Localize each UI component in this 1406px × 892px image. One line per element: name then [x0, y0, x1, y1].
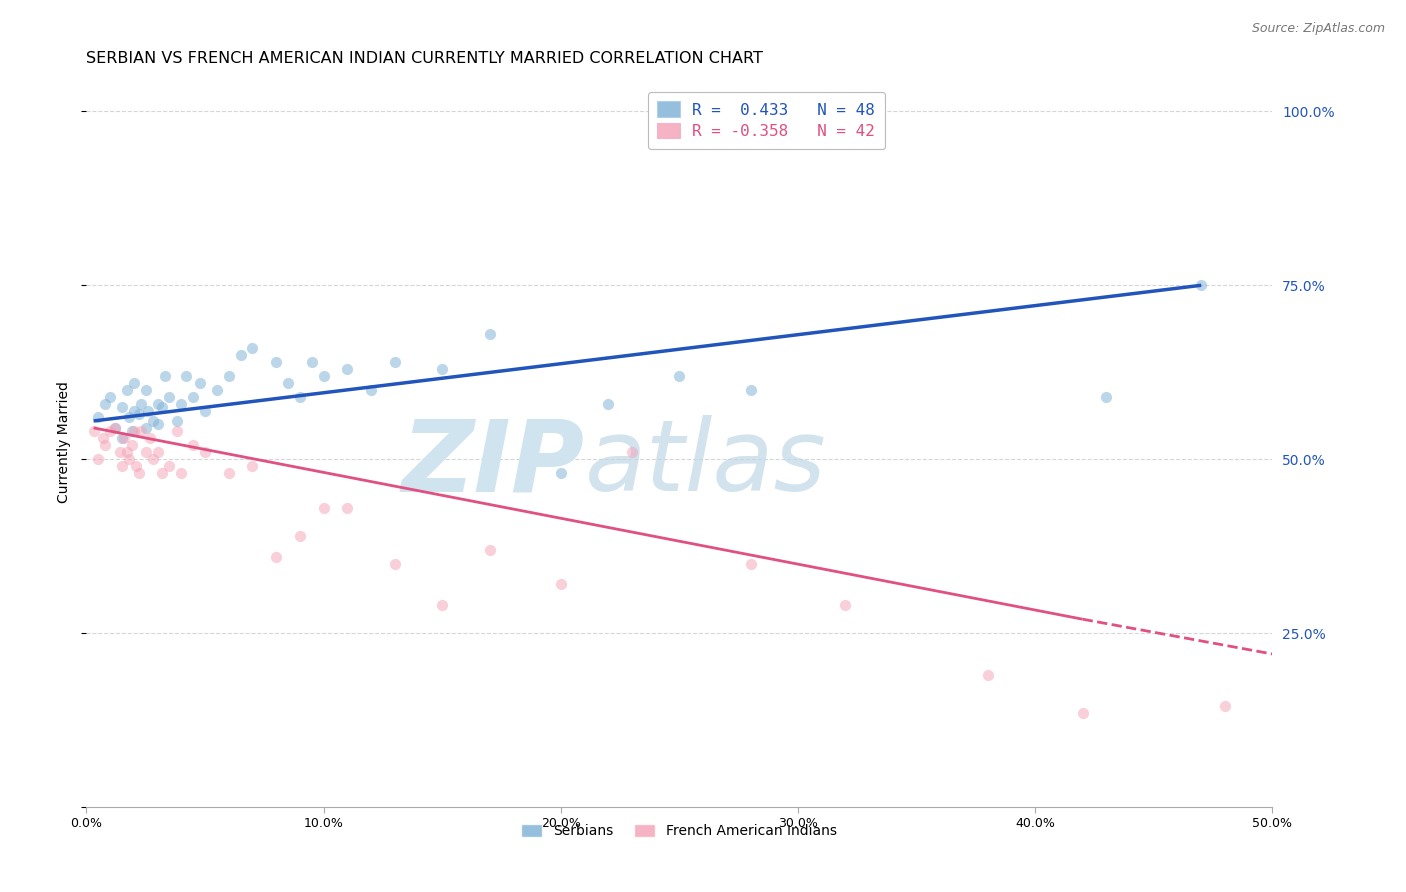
Point: [98, 390, 121, 404]
Point: [977, 668, 1000, 682]
Point: [135, 445, 157, 459]
Point: [740, 557, 762, 571]
Point: [170, 396, 193, 410]
Point: [166, 414, 188, 428]
Point: [83, 425, 105, 439]
Point: [111, 400, 134, 414]
Point: [150, 400, 173, 414]
Point: [94, 438, 117, 452]
Point: [128, 466, 150, 480]
Point: [188, 376, 211, 390]
Point: [118, 452, 141, 467]
Point: [153, 368, 176, 383]
Point: [170, 466, 193, 480]
Point: [87, 410, 110, 425]
Point: [128, 407, 150, 421]
Point: [550, 577, 572, 591]
Point: [194, 403, 217, 417]
Point: [115, 445, 138, 459]
Point: [136, 403, 159, 417]
Point: [121, 425, 143, 439]
Point: [135, 421, 157, 435]
Point: [122, 425, 145, 439]
Point: [94, 396, 117, 410]
Point: [384, 355, 406, 369]
Point: [205, 383, 228, 397]
Point: [288, 529, 311, 543]
Point: [598, 396, 620, 410]
Point: [478, 326, 501, 341]
Point: [218, 466, 240, 480]
Point: [1071, 706, 1094, 720]
Point: [301, 355, 323, 369]
Point: [98, 425, 121, 439]
Point: [181, 438, 204, 452]
Point: [111, 459, 134, 474]
Point: [125, 459, 148, 474]
Point: [104, 421, 127, 435]
Point: [740, 383, 762, 397]
Point: [108, 445, 131, 459]
Point: [122, 376, 145, 390]
Point: [118, 410, 141, 425]
Point: [104, 421, 127, 435]
Point: [550, 466, 572, 480]
Text: ZIP: ZIP: [402, 416, 585, 512]
Point: [122, 403, 145, 417]
Point: [478, 542, 501, 557]
Point: [150, 466, 173, 480]
Point: [166, 425, 188, 439]
Point: [360, 383, 382, 397]
Point: [312, 500, 335, 515]
Point: [146, 417, 169, 432]
Point: [264, 355, 287, 369]
Point: [129, 396, 152, 410]
Point: [621, 445, 644, 459]
Point: [264, 549, 287, 564]
Point: [336, 361, 359, 376]
Point: [159, 390, 181, 404]
Point: [181, 390, 204, 404]
Point: [242, 459, 264, 474]
Point: [432, 599, 454, 613]
Point: [142, 414, 165, 428]
Point: [146, 445, 169, 459]
Legend: Serbians, French American Indians: Serbians, French American Indians: [516, 819, 844, 844]
Point: [111, 431, 134, 445]
Point: [288, 390, 311, 404]
Point: [112, 431, 135, 445]
Point: [277, 376, 299, 390]
Point: [142, 452, 165, 467]
Point: [135, 383, 157, 397]
Point: [229, 348, 252, 362]
Point: [834, 599, 856, 613]
Point: [115, 383, 138, 397]
Text: Source: ZipAtlas.com: Source: ZipAtlas.com: [1251, 22, 1385, 36]
Point: [1095, 390, 1118, 404]
Point: [159, 459, 181, 474]
Text: atlas: atlas: [585, 416, 827, 512]
Point: [129, 425, 152, 439]
Point: [91, 431, 114, 445]
Point: [174, 368, 197, 383]
Point: [668, 368, 690, 383]
Point: [194, 445, 217, 459]
Point: [432, 361, 454, 376]
Point: [384, 557, 406, 571]
Text: SERBIAN VS FRENCH AMERICAN INDIAN CURRENTLY MARRIED CORRELATION CHART: SERBIAN VS FRENCH AMERICAN INDIAN CURREN…: [86, 51, 763, 66]
Point: [242, 341, 264, 355]
Y-axis label: Currently Married: Currently Married: [58, 381, 72, 503]
Point: [1189, 278, 1212, 293]
Point: [121, 438, 143, 452]
Point: [336, 500, 359, 515]
Point: [312, 368, 335, 383]
Point: [139, 431, 162, 445]
Point: [87, 452, 110, 467]
Point: [218, 368, 240, 383]
Point: [146, 396, 169, 410]
Point: [1213, 699, 1236, 714]
